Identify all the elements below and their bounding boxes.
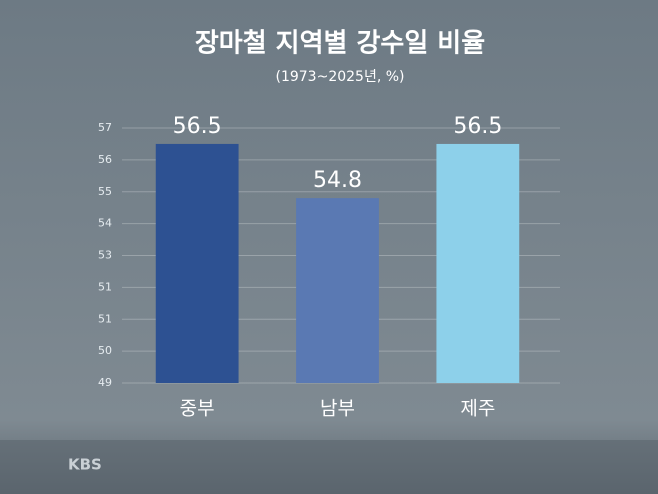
bar xyxy=(155,143,239,383)
chart-title: 장마철 지역별 강수일 비율 xyxy=(195,29,485,59)
logo: KBS xyxy=(68,456,102,474)
value-label: 56.5 xyxy=(453,114,502,139)
value-label: 54.8 xyxy=(313,168,362,193)
bar xyxy=(436,143,520,383)
y-tick-label: 50 xyxy=(98,344,112,357)
x-tick-label: 제주 xyxy=(460,398,495,420)
y-tick-label: 51 xyxy=(98,312,112,325)
value-label: 56.5 xyxy=(173,114,222,139)
floor xyxy=(0,440,658,494)
y-tick-label: 54 xyxy=(98,217,112,230)
x-tick-label: 남부 xyxy=(320,398,355,420)
bar xyxy=(296,198,379,383)
y-tick-label: 55 xyxy=(98,185,112,198)
y-tick-label: 53 xyxy=(98,249,112,262)
y-tick-label: 49 xyxy=(98,376,112,389)
chart-subtitle: (1973~2025년, %) xyxy=(276,69,405,85)
y-tick-label: 57 xyxy=(98,121,112,134)
y-tick-label: 56 xyxy=(98,153,112,166)
x-tick-label: 중부 xyxy=(180,398,215,420)
y-tick-label: 51 xyxy=(98,280,112,293)
